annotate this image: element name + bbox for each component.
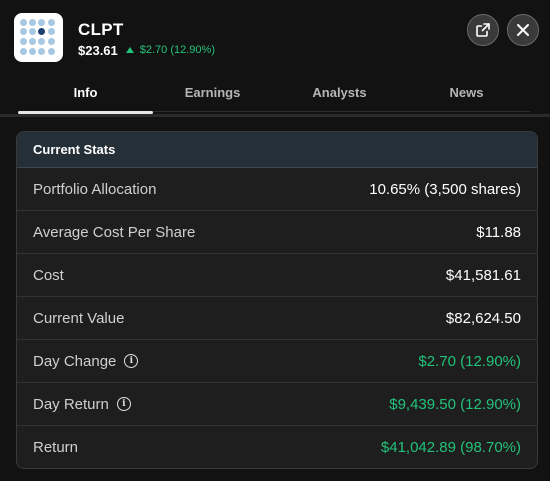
stat-row-portfolio-allocation: Portfolio Allocation 10.65% (3,500 share… xyxy=(17,168,537,211)
stat-label-with-info: Day Change i xyxy=(33,352,139,370)
price-change-value: $2.70 (12.90%) xyxy=(139,44,215,56)
stat-row-day-change: Day Change i $2.70 (12.90%) xyxy=(17,340,537,383)
stat-label-with-info: Day Return i xyxy=(33,396,131,413)
stat-label: Cost xyxy=(33,266,64,284)
stat-value: $11.88 xyxy=(476,223,521,241)
stat-label: Return xyxy=(33,439,79,456)
stat-value: $82,624.50 xyxy=(445,309,521,327)
price-change: $2.70 (12.90%) xyxy=(125,44,215,56)
ticker-symbol: CLPT xyxy=(78,20,124,39)
current-stats-card: Current Stats Portfolio Allocation 10.65… xyxy=(16,131,538,469)
price-row: $23.61 $2.70 (12.90%) xyxy=(78,42,215,58)
stat-label: Portfolio Allocation xyxy=(33,180,157,198)
stock-header: CLPT $23.61 $2.70 (12.90%) xyxy=(0,0,550,66)
stat-value: $41,042.89 (98.70%) xyxy=(380,439,521,456)
stat-row-average-cost: Average Cost Per Share $11.88 xyxy=(17,211,537,254)
tab-analysts[interactable]: Analysts xyxy=(312,84,367,100)
card-title: Current Stats xyxy=(17,132,537,168)
stat-label: Day Change xyxy=(33,352,117,370)
stat-row-day-return: Day Return i $9,439.50 (12.90%) xyxy=(17,383,537,426)
info-icon[interactable]: i xyxy=(116,397,131,411)
tab-earnings[interactable]: Earnings xyxy=(184,84,241,100)
clpt-logo-icon xyxy=(14,13,63,62)
current-price: $23.61 xyxy=(78,42,118,58)
tab-news[interactable]: News xyxy=(449,84,484,100)
section-divider xyxy=(0,114,550,117)
open-external-button[interactable] xyxy=(467,14,499,46)
stat-label: Current Value xyxy=(33,309,125,327)
up-arrow-icon xyxy=(125,47,134,53)
stat-value: $2.70 (12.90%) xyxy=(418,352,521,370)
stat-row-return: Return $41,042.89 (98.70%) xyxy=(17,426,537,468)
info-icon[interactable]: i xyxy=(124,354,139,368)
close-button[interactable] xyxy=(507,14,539,46)
stat-row-cost: Cost $41,581.61 xyxy=(17,254,537,297)
stat-label: Average Cost Per Share xyxy=(33,223,196,241)
close-icon xyxy=(517,24,529,36)
tab-info[interactable]: Info xyxy=(18,72,153,114)
stat-label: Day Return xyxy=(33,395,109,413)
tab-bar: Info Earnings Analysts News xyxy=(18,72,530,114)
stat-value: $9,439.50 (12.90%) xyxy=(389,395,521,413)
open-external-icon xyxy=(476,23,490,37)
stat-value: $41,581.61 xyxy=(445,266,521,284)
stat-row-current-value: Current Value $82,624.50 xyxy=(17,297,537,340)
stat-value: 10.65% (3,500 shares) xyxy=(369,180,521,198)
